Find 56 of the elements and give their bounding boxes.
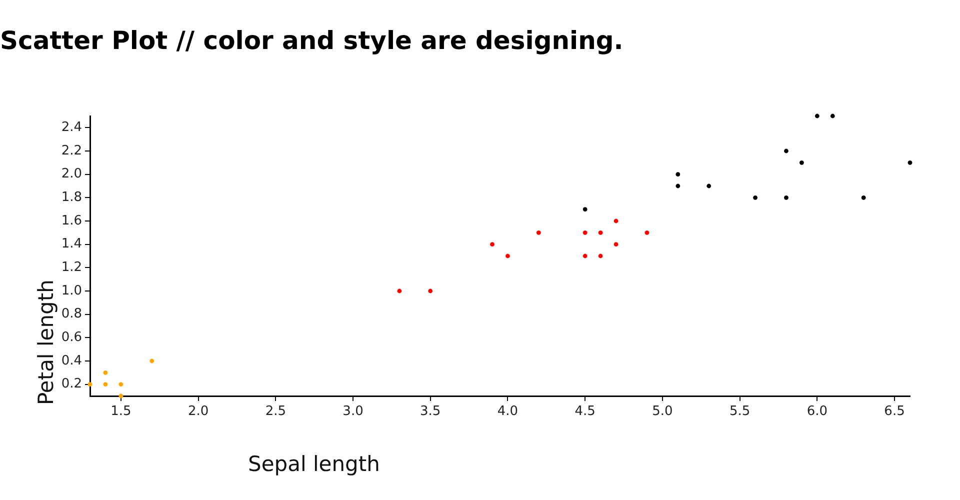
point [800, 160, 804, 165]
point [784, 148, 788, 154]
y-tick-label: 1.8 [61, 190, 82, 206]
point [118, 394, 124, 398]
point [598, 230, 603, 235]
point [397, 288, 402, 294]
x-tick-label: 5.0 [652, 404, 673, 420]
y-tick-label: 0.2 [61, 376, 82, 392]
point [582, 254, 588, 258]
point [103, 370, 108, 375]
point [490, 242, 494, 247]
x-tick-label: 5.5 [729, 404, 750, 420]
point [536, 230, 541, 235]
point [676, 172, 680, 177]
x-tick-label: 3.0 [342, 404, 364, 420]
point [753, 195, 758, 200]
x-tick-label: 3.5 [420, 404, 441, 420]
x-tick-label: 2.5 [265, 404, 286, 420]
point [861, 195, 866, 200]
point [582, 207, 588, 212]
point [676, 184, 680, 188]
x-tick-label: 1.5 [110, 404, 132, 420]
y-tick-label: 1.4 [61, 236, 82, 252]
x-tick-label: 2.0 [188, 404, 209, 420]
point [784, 195, 788, 200]
y-tick-label: 0.8 [61, 306, 82, 322]
point [506, 254, 510, 258]
point [428, 288, 433, 294]
y-tick-label: 2.2 [61, 143, 82, 158]
point [118, 382, 124, 387]
x-tick-label: 6.5 [884, 404, 905, 420]
y-tick-label: 2.4 [61, 120, 82, 136]
x-tick-label: 6.0 [806, 404, 828, 420]
point [582, 230, 588, 235]
y-tick-label: 0.6 [61, 330, 82, 346]
point [614, 242, 618, 247]
x-axis-title: Sepal length [248, 452, 380, 476]
y-tick-label: 1.0 [61, 283, 82, 298]
point [150, 358, 154, 364]
point [814, 114, 820, 118]
point [103, 382, 108, 387]
chart-title: Scatter Plot // color and style are designing. [0, 26, 624, 55]
point [88, 382, 92, 387]
point [830, 114, 835, 118]
point [908, 160, 912, 165]
x-tick-label: 4.5 [574, 404, 596, 420]
x-tick-label: 4.0 [497, 404, 518, 420]
point [706, 184, 712, 188]
point [598, 254, 603, 258]
y-tick-label: 1.6 [61, 213, 82, 228]
point [614, 218, 618, 224]
y-tick-label: 1.2 [61, 260, 82, 276]
y-axis-title: Petal length [34, 280, 58, 405]
y-tick-label: 2.0 [61, 166, 82, 182]
y-tick-label: 0.4 [61, 353, 82, 368]
point [644, 230, 650, 235]
